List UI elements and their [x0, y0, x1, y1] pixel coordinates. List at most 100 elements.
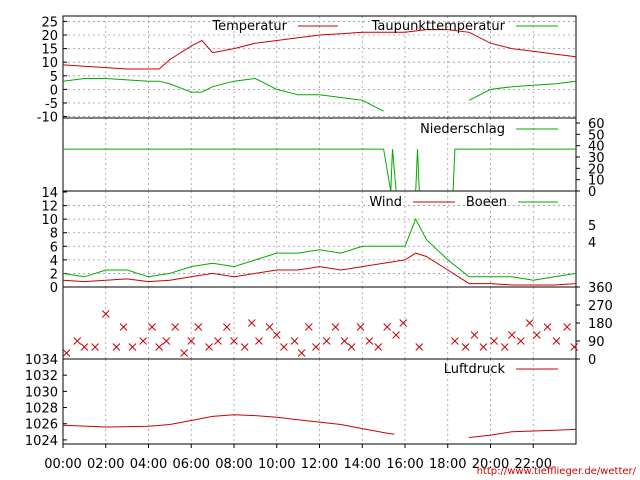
precipitation-tick-label: 60	[588, 117, 605, 132]
wind_direction-point	[272, 331, 281, 339]
wind_direction-point-stroke	[347, 343, 356, 351]
wind_direction-point-stroke	[516, 337, 525, 345]
credit-url[interactable]: http://www.tiefflieger.de/wetter/	[477, 466, 637, 477]
wind_direction-point-stroke	[91, 343, 99, 351]
wind-legend-label: Wind	[369, 195, 402, 210]
wind-right-tick-label: 5	[588, 219, 596, 234]
pressure-series-1-line	[62, 414, 577, 438]
wind_direction-point	[415, 343, 424, 351]
wind_direction-point	[470, 331, 479, 339]
wind_direction-point-stroke	[73, 337, 82, 345]
wind_direction-point	[399, 319, 408, 327]
wind_direction-point-stroke	[240, 343, 249, 351]
temperature-tick-label: 10	[41, 56, 58, 71]
wind_direction-point-stroke	[272, 331, 281, 339]
wind_direction-point-stroke	[490, 337, 498, 345]
x-tick-label: 08:00	[215, 457, 252, 472]
wind-right-tick-label: 4	[588, 236, 596, 251]
wind_direction-point-stroke	[356, 323, 365, 331]
wind_direction-point	[508, 331, 516, 339]
wind_direction-point	[392, 331, 400, 339]
x-tick-label: 14:00	[344, 457, 381, 472]
x-tick-label: 04:00	[130, 457, 167, 472]
wind_direction-point	[525, 319, 534, 327]
wind_direction-tick-label: 270	[588, 299, 613, 314]
wind_direction-point-stroke	[214, 337, 222, 345]
temperature-series-1-line	[62, 29, 577, 70]
temperature-series-2-line	[62, 77, 577, 112]
wind-legend-label: Boeen	[466, 195, 507, 210]
precipitation-tick-label: 50	[588, 128, 605, 143]
wind_direction-point-stroke	[180, 349, 188, 357]
wind_direction-point	[356, 323, 365, 331]
wind_direction-point	[265, 323, 274, 331]
wind_direction-point-stroke	[304, 323, 313, 331]
wind_direction-point	[112, 343, 121, 351]
wind_direction-point	[205, 343, 213, 351]
wind-tick-label: 4	[50, 254, 58, 269]
wind_direction-tick-label: 90	[588, 335, 605, 350]
pressure-tick-label: 1028	[25, 402, 58, 417]
wind_direction-point-stroke	[62, 349, 71, 357]
wind_direction-point	[162, 337, 171, 345]
wind_direction-point	[148, 323, 156, 331]
x-axis: 00:00 02:00 04:00 06:00 08:00 10:00 12:00 14:00…	[44, 444, 552, 472]
wind-tick-label: 12	[41, 200, 58, 215]
wind_direction-point	[171, 323, 180, 331]
wind_direction-point	[340, 337, 349, 345]
wind_direction-point	[223, 323, 231, 331]
wind-tick-label: 2	[50, 267, 58, 282]
wind_direction-point	[187, 337, 196, 345]
wind_direction-point	[461, 343, 470, 351]
x-tick-label: 18:00	[429, 457, 466, 472]
x-tick-label: 16:00	[386, 457, 423, 472]
wind_direction-point-stroke	[532, 331, 541, 339]
wind_direction-point-stroke	[331, 323, 340, 331]
wind_direction-point	[570, 343, 579, 351]
wind_direction-point-stroke	[322, 337, 331, 345]
wind_direction-point	[247, 319, 256, 327]
wind_direction-point	[347, 343, 356, 351]
wind_direction-point-stroke	[194, 323, 203, 331]
wind_direction-tick-label: 360	[588, 281, 613, 296]
temperature-tick-label: 25	[41, 15, 58, 30]
wind_direction-point-stroke	[139, 337, 148, 345]
temperature-legend-label: Temperatur	[211, 19, 287, 34]
wind_direction-point	[500, 343, 509, 351]
wind-tick-label: 10	[41, 213, 58, 228]
wind-tick-label: 8	[50, 227, 58, 242]
wind_direction-point-stroke	[508, 331, 516, 339]
wind_direction-point	[91, 343, 99, 351]
wind_direction-point	[255, 337, 263, 345]
wind_direction-point-stroke	[128, 343, 137, 351]
wind_direction-point-stroke	[479, 343, 488, 351]
x-tick-label: 06:00	[173, 457, 210, 472]
wind_direction-point-stroke	[383, 323, 392, 331]
wind_direction-point	[80, 343, 89, 351]
wind_direction-point-stroke	[500, 343, 509, 351]
wind_direction-point	[180, 349, 188, 357]
wind_direction-point-stroke	[223, 323, 231, 331]
wind_direction-point	[331, 323, 340, 331]
wind_direction-point-stroke	[80, 343, 89, 351]
wind_direction-point	[230, 337, 238, 345]
precipitation-series-1-line	[63, 148, 576, 192]
x-tick-label: 10:00	[258, 457, 295, 472]
pressure-tick-label: 1030	[25, 385, 58, 400]
wind_direction-point	[240, 343, 249, 351]
wind_direction-point-stroke	[280, 343, 288, 351]
wind_direction-point	[383, 323, 392, 331]
wind_direction-point-stroke	[392, 331, 400, 339]
wind_direction-point-stroke	[312, 343, 320, 351]
wind_direction-point	[62, 349, 71, 357]
temperature-tick-label: -5	[45, 97, 58, 112]
wind_direction-point	[290, 337, 299, 345]
wind-series-1-line	[62, 252, 577, 286]
wind_direction-point	[73, 337, 82, 345]
wind_direction-panel: 0 90 180 270 360	[62, 281, 613, 368]
wind_direction-point	[119, 323, 128, 331]
wind_direction-point	[304, 323, 313, 331]
wind_direction-point	[451, 337, 459, 345]
wind_direction-point	[312, 343, 320, 351]
